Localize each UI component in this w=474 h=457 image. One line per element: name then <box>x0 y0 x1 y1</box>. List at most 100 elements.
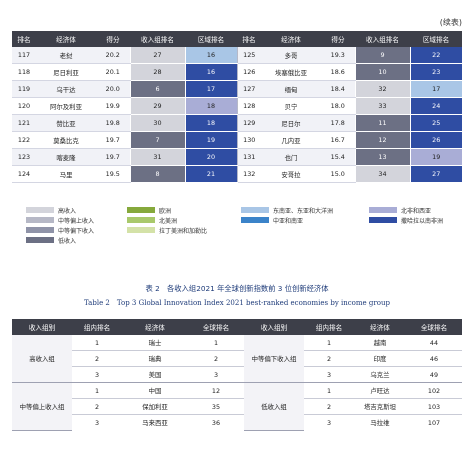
group-label-cell: 中等偏下收入组 <box>244 335 304 383</box>
legend-label: 高收入 <box>58 207 77 215</box>
region-rank-cell: 19 <box>409 148 462 166</box>
score-cell: 16.7 <box>321 131 355 149</box>
legend-label: 中等偏上收入 <box>58 217 95 225</box>
income-rank-cell: 31 <box>129 148 185 166</box>
income-rank-cell: 8 <box>129 165 185 183</box>
global-rank-cell: 12 <box>188 382 244 399</box>
legend-swatch <box>127 227 155 233</box>
global-rank-cell: 49 <box>406 366 462 383</box>
group-label-cell: 中等偏上收入组 <box>12 382 72 431</box>
legend-label: 欧洲 <box>159 207 172 215</box>
income-rank-cell: 10 <box>354 63 410 81</box>
economy-cell: 保加利亚 <box>122 398 188 415</box>
rank-cell: 132 <box>236 165 261 183</box>
group-rank-cell: 1 <box>72 335 122 351</box>
global-rank-cell: 35 <box>188 398 244 415</box>
rank-cell: 121 <box>12 114 36 132</box>
economy-cell: 瑞典 <box>122 350 188 367</box>
score-cell: 20.1 <box>96 63 130 81</box>
economy-cell: 缅甸 <box>261 80 321 98</box>
economy-cell: 也门 <box>261 148 321 166</box>
score-cell: 15.4 <box>321 148 355 166</box>
group-rank-cell: 2 <box>304 398 354 415</box>
header-income-rank: 收入组排名 <box>355 31 410 47</box>
header-region-rank: 区域排名 <box>185 31 237 47</box>
region-rank-cell: 16 <box>184 47 237 64</box>
legend-label: 东南亚、东亚和大洋洲 <box>273 207 334 215</box>
header-score: 得分 <box>321 31 355 47</box>
table-row: 120 阿尔及利亚 19.9 29 18 128 贝宁 18.0 33 24 <box>12 97 462 115</box>
table-row: 中等偏上收入组 1 中国 12 低收入组 1 卢旺达 102 <box>12 382 462 431</box>
rank-cell: 129 <box>236 114 261 132</box>
global-rank-cell: 103 <box>406 398 462 415</box>
table-row: 高收入组 1 瑞士 1 中等偏下收入组 1 越南 44 <box>12 335 462 383</box>
rank-cell: 125 <box>236 47 261 64</box>
header-group-rank: 组内排名 <box>72 319 122 335</box>
legend-item: 中等偏下收入 <box>26 225 94 235</box>
economy-cell: 马拉维 <box>370 419 390 427</box>
legend-item: 北非和西亚 <box>369 205 443 215</box>
income-rank-cell: 28 <box>129 63 185 81</box>
group-rank-cell: 2 <box>304 350 354 367</box>
legend-swatch <box>26 237 54 243</box>
table2-caption-en: Table 2 Top 3 Global Innovation Index 20… <box>84 299 390 307</box>
group-rank-cell: 1 <box>304 335 354 351</box>
economy-cell: 多哥 <box>261 47 321 64</box>
table-row: 3 美国 3 3 乌克兰 49 <box>12 366 462 383</box>
table-row: 121 赞比亚 19.8 30 18 129 尼日尔 17.8 11 25 <box>12 114 462 132</box>
rank-cell: 127 <box>236 80 261 98</box>
header-economy: 经济体 <box>36 31 96 47</box>
region-rank-cell: 19 <box>184 131 237 149</box>
header-group-rank: 组内排名 <box>304 319 354 335</box>
income-rank-cell: 6 <box>129 80 185 98</box>
header-economy: 经济体 <box>122 319 188 335</box>
income-rank-cell: 11 <box>354 114 410 132</box>
table2-caption-cn: 表 2 各收入组2021 年全球创新指数前 3 位创新经济体 <box>145 284 329 293</box>
rank-cell: 122 <box>12 131 36 149</box>
header-rank: 排名 <box>237 31 261 47</box>
legend-item: 中等偏上收入 <box>26 215 94 225</box>
group-label-cell: 高收入组 <box>12 335 72 383</box>
legend-swatch <box>26 207 54 213</box>
legend-regions-b: 东南亚、东亚和大洋洲 中亚和南亚 <box>241 205 333 225</box>
region-rank-cell: 26 <box>409 131 462 149</box>
rank-cell: 118 <box>12 63 36 81</box>
economy-cell: 贝宁 <box>261 97 321 115</box>
legend-label: 低收入 <box>58 237 77 245</box>
legend-swatch <box>26 217 54 223</box>
legend-item: 高收入 <box>26 205 94 215</box>
region-rank-cell: 17 <box>409 80 462 98</box>
legend-item: 中亚和南亚 <box>241 215 333 225</box>
header-income-rank: 收入组排名 <box>130 31 185 47</box>
region-rank-cell: 25 <box>409 114 462 132</box>
group-rank-cell: 3 <box>72 366 122 383</box>
economy-cell: 中国 <box>122 382 188 399</box>
economy-cell: 马来西亚 <box>142 419 168 427</box>
economy-cell: 喀麦隆 <box>36 148 96 166</box>
global-rank-cell: 46 <box>406 350 462 367</box>
global-rank-cell: 102 <box>406 382 462 399</box>
legend-swatch <box>369 207 397 213</box>
economy-cell: 印度 <box>354 350 406 367</box>
header-income-group: 收入组别 <box>12 319 72 335</box>
legend-regions-a: 欧洲 北美洲 拉丁美洲和加勒比 <box>127 205 207 235</box>
economy-cell: 埃塞俄比亚 <box>261 63 321 81</box>
region-rank-cell: 17 <box>184 80 237 98</box>
legend-swatch <box>127 217 155 223</box>
score-cell: 18.0 <box>321 97 355 115</box>
rank-cell: 131 <box>236 148 261 166</box>
rank-cell: 119 <box>12 80 36 98</box>
rank-cell: 128 <box>236 97 261 115</box>
group-rank-cell: 1 <box>304 382 354 399</box>
economy-cell: 莫桑比克 <box>36 131 96 149</box>
income-rank-cell: 32 <box>354 80 410 98</box>
score-cell: 19.8 <box>96 114 130 132</box>
legend-swatch <box>241 207 269 213</box>
score-cell: 19.7 <box>96 148 130 166</box>
global-rank-cell: 1 <box>188 335 244 351</box>
header-economy: 经济体 <box>354 319 406 335</box>
group-rank-cell: 3 <box>326 418 332 427</box>
table-row: 2 保加利亚 35 2 塔吉克斯坦 103 <box>12 398 462 415</box>
economy-cell: 马里 <box>36 165 96 183</box>
legend-regions-c: 北非和西亚 撒哈拉以南非洲 <box>369 205 443 225</box>
